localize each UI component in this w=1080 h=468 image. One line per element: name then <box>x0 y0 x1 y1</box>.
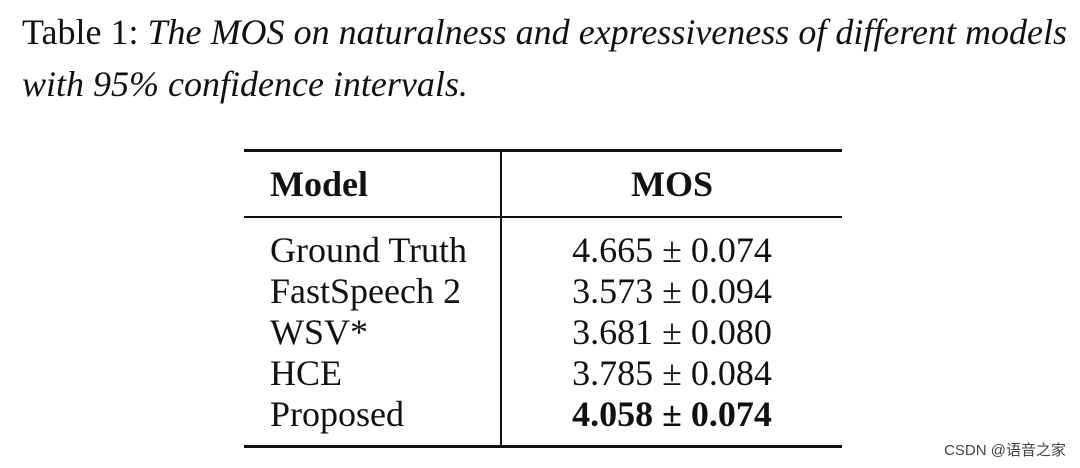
mos-cell-best: 4.058 ± 0.074 <box>501 394 842 448</box>
watermark: CSDN @语音之家 <box>944 442 1066 459</box>
table-row: Ground Truth 4.665 ± 0.074 <box>244 217 842 271</box>
table-caption: Table 1: The MOS on naturalness and expr… <box>22 6 1067 110</box>
caption-label: Table 1: <box>22 12 139 52</box>
caption-text: The MOS on naturalness and expressivenes… <box>22 12 1068 104</box>
header-mos: MOS <box>630 164 713 204</box>
table-row: Proposed 4.058 ± 0.074 <box>244 394 842 448</box>
table-header-row: Model MOS <box>244 150 842 217</box>
header-model: Model <box>244 150 502 217</box>
mos-cell: 3.681 ± 0.080 <box>572 312 772 352</box>
model-cell: HCE <box>244 353 502 394</box>
table-row: HCE 3.785 ± 0.084 <box>244 353 842 394</box>
mos-cell: 3.573 ± 0.094 <box>572 271 772 311</box>
mos-cell: 3.785 ± 0.084 <box>572 353 772 393</box>
model-cell: Ground Truth <box>244 217 502 271</box>
mos-table-container: Model MOS Ground Truth 4.665 ± 0.074 Fas… <box>244 149 842 448</box>
table-row: FastSpeech 2 3.573 ± 0.094 <box>244 271 842 312</box>
model-cell: FastSpeech 2 <box>244 271 502 312</box>
mos-table: Model MOS Ground Truth 4.665 ± 0.074 Fas… <box>244 149 842 448</box>
mos-cell: 4.665 ± 0.074 <box>572 230 772 270</box>
table-row: WSV* 3.681 ± 0.080 <box>244 312 842 353</box>
model-cell: WSV* <box>244 312 502 353</box>
model-cell: Proposed <box>244 394 502 448</box>
